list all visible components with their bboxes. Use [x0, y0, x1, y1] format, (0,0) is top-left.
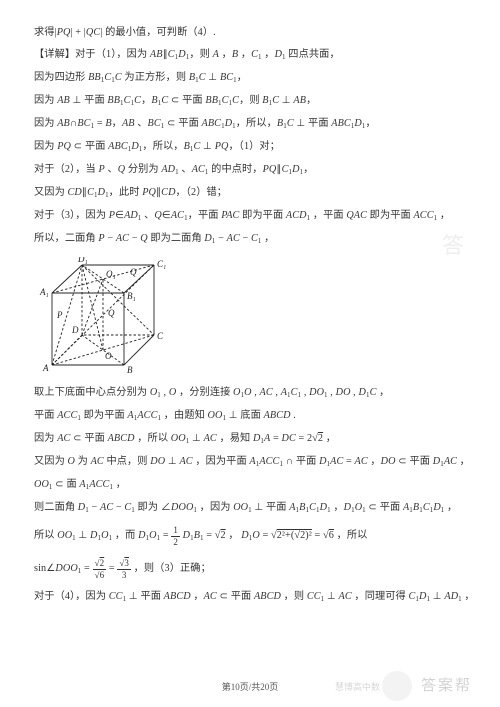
body-line: 因为 AB ⊥ 平面 BB1C1C，B1C ⊂ 平面 BB1C1C，则 B1C … [34, 96, 466, 107]
svg-text:D₁: D₁ [77, 257, 88, 264]
body-line: 则二面角 D1 − AC − C1 即为 ∠DOO1 ，因为 OO1 ⊥ 平面 … [34, 503, 466, 514]
page-container: 答 求得|PQ| + |QC| 的最小值，可判断（4）. 【详解】对于（1），因… [0, 0, 500, 707]
body-line: 因为 AC ⊂ 平面 ABCD ，所以 OO1 ⊥ AC ，易知 D1A = D… [34, 434, 466, 445]
body-line: 取上下底面中心点分别为 O1 , O ，分别连接 O1O , AC , A1C1… [34, 388, 466, 399]
body-line: 又因为 O 为 AC 中点，则 DO ⊥ AC ，因为平面 A1ACC1 ∩ 平… [34, 457, 466, 468]
svg-text:D: D [71, 325, 79, 335]
svg-text:P: P [56, 310, 63, 320]
svg-text:B₁: B₁ [127, 291, 136, 301]
svg-text:A: A [42, 363, 49, 373]
body-line: 因为四边形 BB1C1C 为正方形，则 B1C ⊥ BC1， [34, 73, 466, 84]
watermark-big: 答案帮 [421, 674, 472, 695]
body-line: 【详解】对于（1），因为 AB∥C1D1，则 A ，B ，C1 ，D1 四点共面… [34, 50, 466, 61]
body-line: 平面 ACC1 即为平面 A1ACC1 ，由题知 OO1 ⊥ 底面 ABCD . [34, 411, 466, 422]
body-line: 对于（3），因为 P∈AD1 、Q∈AC1，平面 PAC 即为平面 ACD1 ，… [34, 211, 466, 222]
body-line: 所以，二面角 P − AC − Q 即为二面角 D1 − AC − C1 ， [34, 234, 466, 245]
svg-text:C₁: C₁ [157, 259, 166, 269]
svg-text:O: O [105, 351, 112, 361]
body-line: 对于（4），因为 CC1 ⊥ 平面 ABCD ，AC ⊂ 平面 ABCD ，则 … [34, 592, 466, 603]
body-line: 对于（2），当 P 、Q 分别为 AD1 、AC1 的中点时，PQ∥C1D1， [34, 165, 466, 176]
body-line: 求得|PQ| + |QC| 的最小值，可判断（4）. [34, 28, 466, 38]
svg-text:Q: Q [130, 267, 137, 277]
svg-text:Q: Q [108, 308, 115, 318]
body-line: 所以 OO1 ⊥ D1O1 ，而 D1O1 = 12 D1B1 = √2 ， D… [34, 526, 466, 547]
body-line: sin∠DOO1 = √2√6 = √33 ，则（3）正确； [34, 559, 466, 580]
watermark-side: 答 [442, 228, 465, 260]
watermark-small: 慧博高中数 [335, 680, 380, 693]
watermark-circle [382, 671, 412, 701]
body-line: 因为 AB∩BC1 = B，AB 、BC1 ⊂ 平面 ABC1D1，所以，B1C… [34, 119, 466, 130]
svg-text:C: C [157, 331, 164, 341]
cube-diagram: A B C D A₁ B₁ C₁ D₁ O O₁ P Q Q [38, 257, 466, 380]
svg-text:B: B [127, 365, 133, 375]
body-line: 又因为 CD∥C1D1，此时 PQ∥CD，（2）错； [34, 188, 466, 199]
svg-text:O₁: O₁ [106, 269, 116, 279]
body-line: 因为 PQ ⊂ 平面 ABC1D1，所以，B1C ⊥ PQ，（1）对； [34, 142, 466, 153]
svg-text:A₁: A₁ [39, 287, 49, 297]
body-line: OO1 ⊂ 面 A1ACC1 ， [34, 480, 466, 491]
